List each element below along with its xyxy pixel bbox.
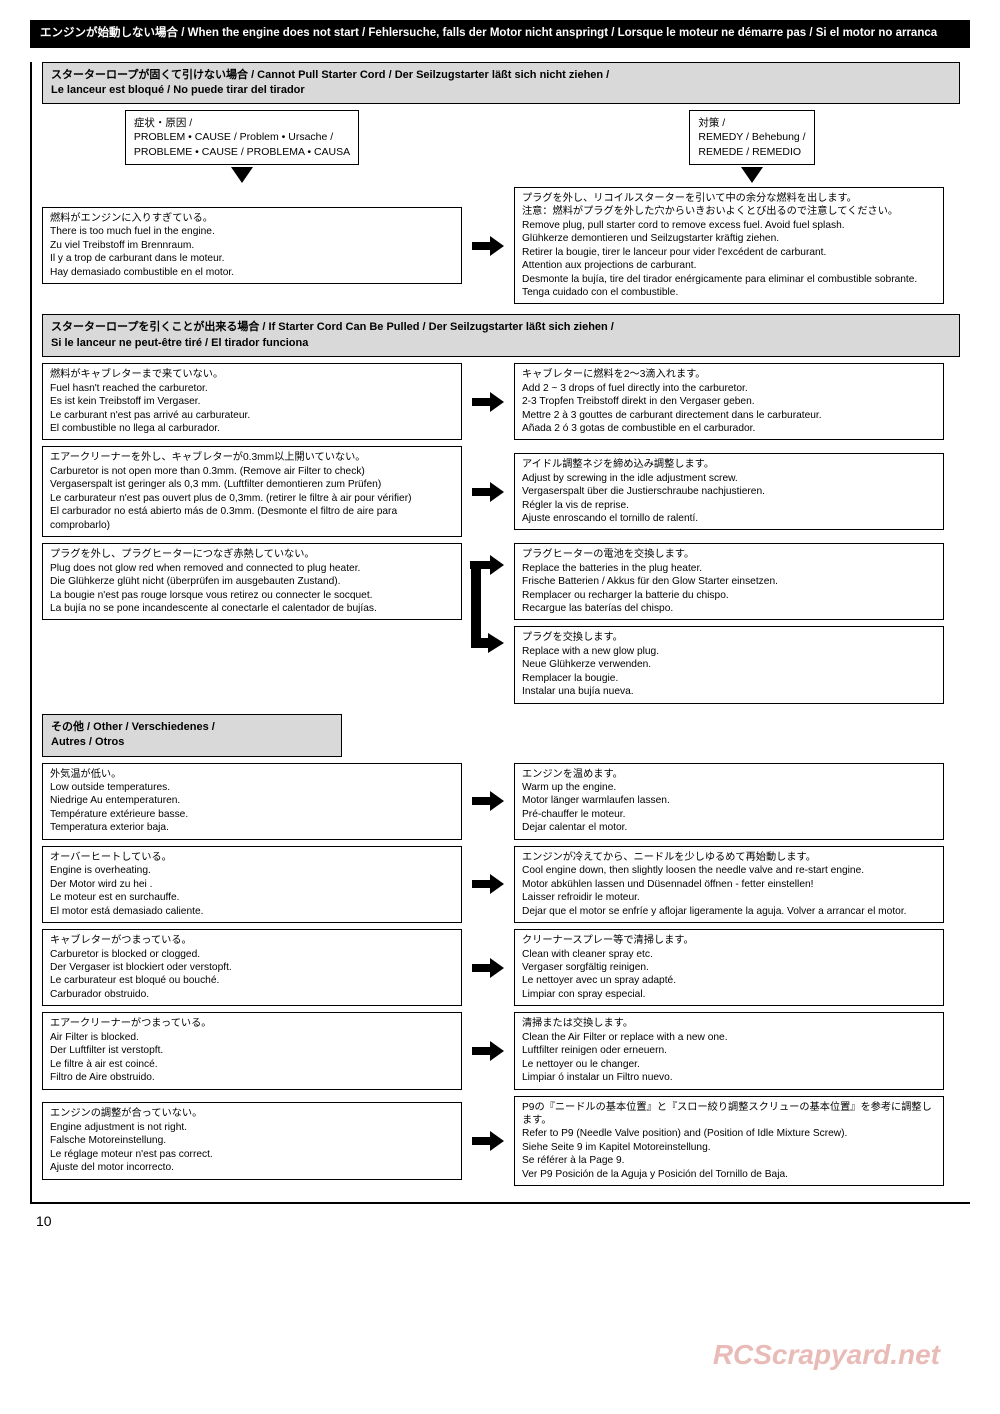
remedy-box: プラグヒーターの電池を交換します。Replace the batteries i… bbox=[514, 543, 944, 620]
section-header: スターターロープを引くことが出来る場合 / If Starter Cord Ca… bbox=[42, 314, 960, 357]
arrow-right-icon bbox=[470, 958, 506, 978]
problem-box: オーバーヒートしている。Engine is overheating.Der Mo… bbox=[42, 846, 462, 923]
arrow-down-icon bbox=[741, 167, 763, 183]
arrow-right-icon bbox=[470, 1041, 506, 1061]
troubleshoot-row: エアークリーナーを外し、キャブレターが0.3mm以上開いていない。Carbure… bbox=[42, 446, 960, 537]
page-number: 10 bbox=[36, 1212, 970, 1231]
problem-box: エアークリーナーを外し、キャブレターが0.3mm以上開いていない。Carbure… bbox=[42, 446, 462, 537]
main-content: スターターロープが固くて引けない場合 / Cannot Pull Starter… bbox=[30, 62, 970, 1205]
troubleshoot-row: 燃料がエンジンに入りすぎている。There is too much fuel i… bbox=[42, 187, 960, 305]
section-header: その他 / Other / Verschiedenes /Autres / Ot… bbox=[42, 714, 342, 757]
troubleshoot-row: エンジンの調整が合っていない。Engine adjustment is not … bbox=[42, 1096, 960, 1187]
remedy-box: エンジンを温めます。Warm up the engine.Motor länge… bbox=[514, 763, 944, 840]
problem-box: 燃料がキャブレターまで来ていない。Fuel hasn't reached the… bbox=[42, 363, 462, 440]
arrow-right-icon bbox=[470, 1131, 506, 1151]
page-title-bar: エンジンが始動しない場合 / When the engine does not … bbox=[30, 20, 970, 48]
troubleshoot-row: プラグを外し、プラグヒーターにつなぎ赤熱していない。Plug does not … bbox=[42, 543, 960, 704]
column-labels: 症状・原因 /PROBLEM • CAUSE / Problem • Ursac… bbox=[42, 110, 960, 183]
problem-box: エアークリーナーがつまっている。Air Filter is blocked.De… bbox=[42, 1012, 462, 1089]
arrow-down-icon bbox=[231, 167, 253, 183]
problem-box: 燃料がエンジンに入りすぎている。There is too much fuel i… bbox=[42, 207, 462, 284]
problem-box: エンジンの調整が合っていない。Engine adjustment is not … bbox=[42, 1102, 462, 1179]
troubleshoot-row: キャブレターがつまっている。Carburetor is blocked or c… bbox=[42, 929, 960, 1006]
remedy-box: P9の『ニードルの基本位置』と『スロー絞り調整スクリューの基本位置』を参考に調整… bbox=[514, 1096, 944, 1187]
problem-label: 症状・原因 /PROBLEM • CAUSE / Problem • Ursac… bbox=[125, 110, 359, 165]
troubleshoot-row: エアークリーナーがつまっている。Air Filter is blocked.De… bbox=[42, 1012, 960, 1089]
troubleshoot-row: オーバーヒートしている。Engine is overheating.Der Mo… bbox=[42, 846, 960, 923]
problem-box: プラグを外し、プラグヒーターにつなぎ赤熱していない。Plug does not … bbox=[42, 543, 462, 620]
problem-box: キャブレターがつまっている。Carburetor is blocked or c… bbox=[42, 929, 462, 1006]
arrow-right-icon bbox=[470, 482, 506, 502]
problem-box: 外気温が低い。Low outside temperatures.Niedrige… bbox=[42, 763, 462, 840]
remedy-box: 清掃または交換します。Clean the Air Filter or repla… bbox=[514, 1012, 944, 1089]
section-header: スターターロープが固くて引けない場合 / Cannot Pull Starter… bbox=[42, 62, 960, 105]
remedy-box: キャブレターに燃料を2～3滴入れます。Add 2 ~ 3 drops of fu… bbox=[514, 363, 944, 440]
remedy-box: プラグを外し、リコイルスターターを引いて中の余分な燃料を出します。注意：燃料がプ… bbox=[514, 187, 944, 305]
arrow-right-icon bbox=[470, 874, 506, 894]
troubleshoot-row: 燃料がキャブレターまで来ていない。Fuel hasn't reached the… bbox=[42, 363, 960, 440]
remedy-label: 対策 /REMEDY / Behebung /REMEDE / REMEDIO bbox=[689, 110, 814, 165]
arrow-right-icon bbox=[470, 236, 506, 256]
remedy-box: アイドル調整ネジを締め込み調整します。Adjust by screwing in… bbox=[514, 453, 944, 530]
watermark: RCScrapyard.net bbox=[713, 1336, 940, 1374]
split-arrow-icon bbox=[470, 543, 506, 704]
remedy-box: エンジンが冷えてから、ニードルを少しゆるめて再始動します。Cool engine… bbox=[514, 846, 944, 923]
arrow-right-icon bbox=[470, 392, 506, 412]
arrow-right-icon bbox=[470, 791, 506, 811]
troubleshoot-row: 外気温が低い。Low outside temperatures.Niedrige… bbox=[42, 763, 960, 840]
remedy-box: プラグを交換します。Replace with a new glow plug.N… bbox=[514, 626, 944, 703]
remedy-box: クリーナースプレー等で清掃します。Clean with cleaner spra… bbox=[514, 929, 944, 1006]
